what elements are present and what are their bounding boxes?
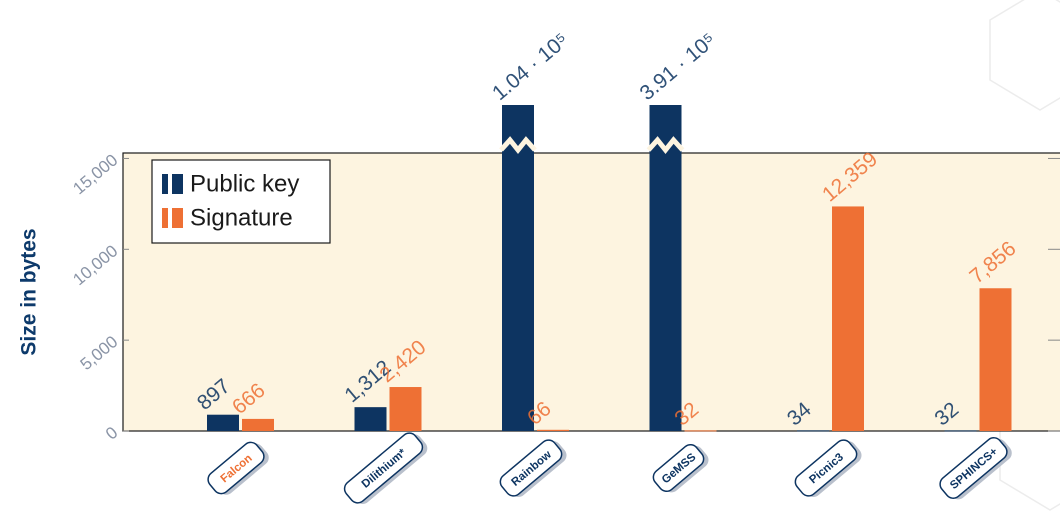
category-label: Falcon <box>207 441 269 495</box>
category-box <box>652 443 705 493</box>
category-box <box>939 437 1008 499</box>
category-label: GeMSS <box>652 443 709 493</box>
bar <box>537 429 569 431</box>
legend-swatch <box>162 208 168 228</box>
bar <box>684 430 717 432</box>
bar <box>354 407 387 431</box>
bar <box>649 105 682 431</box>
bar <box>832 206 864 431</box>
bar <box>242 418 274 431</box>
category-label: Rainbow <box>499 439 567 498</box>
bar <box>979 288 1012 431</box>
y-axis-label: Size in bytes <box>18 228 41 355</box>
y-tick-label: 0 <box>102 423 121 444</box>
value-label: 3.91 · 10⁵ <box>635 29 720 106</box>
bar <box>389 387 422 431</box>
axis-break <box>499 136 537 155</box>
bar <box>502 105 534 431</box>
bar <box>797 430 829 432</box>
legend-label: Public key <box>190 170 299 197</box>
axis-break <box>646 136 685 155</box>
legend-swatch <box>162 174 168 194</box>
category-box <box>794 439 858 497</box>
legend-swatch <box>172 174 183 194</box>
legend-label: Signature <box>190 204 293 231</box>
y-tick-label: 15,000 <box>69 150 121 198</box>
category-label: Dilithium* <box>343 432 428 504</box>
legend-swatch <box>172 208 183 228</box>
category-box <box>207 441 265 495</box>
category-box <box>343 432 424 504</box>
value-label: 1.04 · 10⁵ <box>488 29 573 106</box>
category-label: Picnic3 <box>794 439 862 498</box>
bar <box>207 414 239 431</box>
bar <box>944 430 977 432</box>
legend-box <box>151 159 331 244</box>
category-box <box>499 439 563 497</box>
y-tick-label: 10,000 <box>69 241 121 289</box>
y-tick-label: 5,000 <box>77 332 122 374</box>
category-label: SPHINCS+ <box>939 437 1012 500</box>
